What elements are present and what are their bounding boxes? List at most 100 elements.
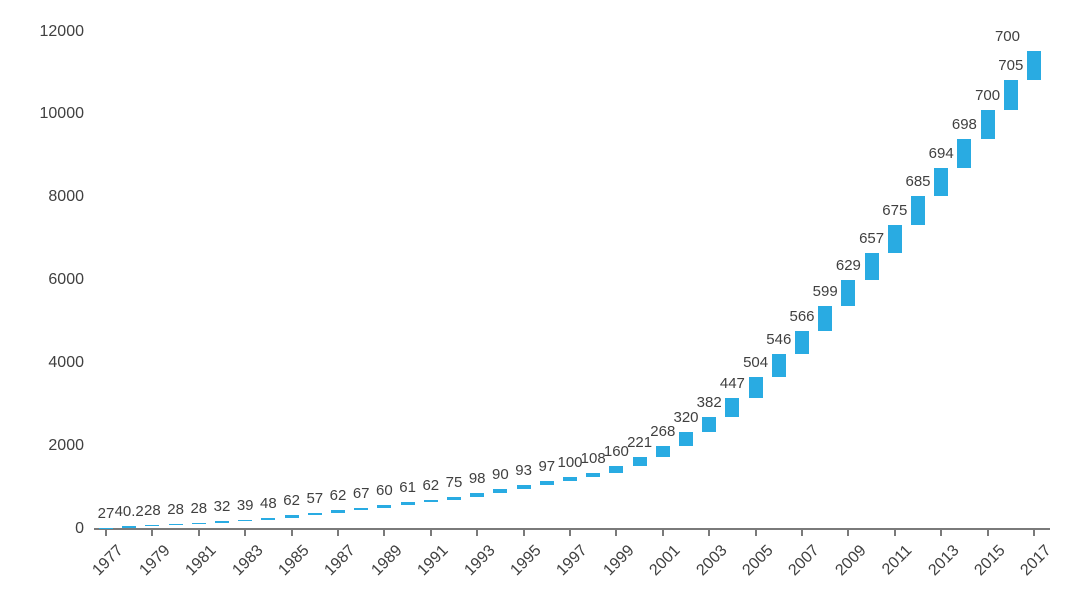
y-axis-tick-label: 6000: [48, 271, 84, 289]
bar-value-label: 566: [789, 307, 815, 325]
bar-value-label: 100: [557, 454, 583, 471]
waterfall-bar: [447, 496, 461, 500]
bar-value-label: 685: [905, 173, 931, 191]
x-axis-tick: [801, 530, 803, 536]
bar-value-label: 108: [580, 449, 606, 467]
x-axis-tick-label: 1991: [414, 542, 452, 580]
waterfall-bar: [934, 167, 949, 197]
x-axis-tick: [569, 530, 571, 536]
x-axis-line: [94, 528, 1050, 530]
bar-value-label: 700: [975, 86, 1001, 104]
bar-value-label: 698: [951, 115, 977, 133]
bar-value-label: 705: [998, 57, 1024, 75]
waterfall-bar: [331, 510, 345, 513]
bar-value-label: 546: [766, 331, 792, 349]
waterfall-bar: [354, 507, 369, 511]
bar-value-label: 62: [329, 487, 347, 505]
x-axis-tick: [522, 530, 525, 536]
y-axis-tick-label: 8000: [48, 188, 84, 206]
waterfall-bar: [725, 397, 740, 417]
waterfall-bar: [377, 505, 392, 508]
waterfall-bar: [563, 477, 577, 482]
x-axis-tick: [708, 530, 711, 536]
waterfall-bar: [400, 502, 415, 505]
waterfall-bar: [516, 485, 531, 489]
bar-value-label: 93: [515, 462, 532, 480]
waterfall-bar: [609, 465, 624, 473]
waterfall-bar: [122, 526, 137, 528]
x-axis-tick-label: 1993: [461, 542, 499, 580]
bar-value-label: 657: [859, 229, 885, 247]
y-axis-tick-label: 2000: [48, 437, 84, 455]
x-axis-tick: [476, 530, 479, 536]
y-axis-tick-label: 10000: [39, 105, 85, 123]
x-axis-tick-label: 2015: [971, 542, 1009, 580]
waterfall-bar: [215, 521, 229, 523]
bar-value-label: 28: [167, 500, 184, 518]
x-axis-tick-label: 2007: [785, 542, 824, 580]
x-axis-tick: [429, 530, 432, 536]
waterfall-bar: [679, 432, 693, 446]
bar-value-label: 700: [994, 28, 1020, 46]
x-axis-tick: [151, 530, 154, 536]
x-axis-tick-label: 2011: [879, 542, 916, 579]
x-axis-tick: [337, 530, 339, 536]
bar-value-label: 32: [213, 498, 231, 516]
waterfall-bar: [470, 492, 485, 497]
waterfall-bar: [795, 330, 809, 355]
waterfall-bar: [191, 522, 206, 524]
x-axis-tick-label: 1979: [136, 542, 174, 580]
bar-value-label: 160: [603, 442, 629, 460]
waterfall-bar: [632, 456, 647, 466]
bar-value-label: 61: [399, 479, 416, 497]
bar-value-label: 504: [743, 354, 769, 372]
waterfall-bar: [748, 377, 763, 398]
waterfall-bar: [168, 523, 183, 526]
x-axis-tick-label: 1987: [321, 542, 360, 580]
waterfall-bar: [771, 354, 786, 378]
bar-value-label: 382: [696, 393, 722, 411]
waterfall-bar: [887, 224, 902, 253]
bar-value-label: 57: [306, 489, 324, 507]
x-axis-tick: [986, 530, 989, 536]
bar-value-label: 67: [352, 484, 370, 502]
bar-value-label: 48: [260, 494, 277, 512]
x-axis-tick-label: 2009: [832, 542, 870, 580]
waterfall-bar: [655, 445, 670, 457]
waterfall-bar: [1027, 51, 1041, 81]
x-axis-tick-label: 1983: [229, 542, 267, 580]
bar-value-label: 28: [144, 502, 161, 520]
waterfall-bar: [238, 519, 253, 522]
y-axis-tick-label: 0: [75, 520, 84, 537]
x-axis-tick-label: 1977: [89, 542, 128, 580]
x-axis-tick-label: 2003: [693, 542, 731, 580]
bar-value-label: 90: [492, 466, 509, 484]
bar-value-label: 27: [97, 504, 115, 522]
waterfall-bar: [911, 196, 925, 225]
x-axis-tick-label: 2005: [739, 542, 777, 580]
waterfall-bar: [864, 252, 879, 281]
x-axis-tick: [615, 530, 618, 536]
bar-value-label: 694: [928, 144, 954, 162]
waterfall-bar: [957, 138, 972, 168]
waterfall-bar: [1003, 80, 1018, 110]
bar-value-label: 75: [445, 473, 463, 491]
bar-value-label: 320: [673, 409, 699, 427]
waterfall-bar: [493, 489, 508, 493]
bar-value-label: 97: [538, 458, 556, 476]
bar-value-label: 40.2: [114, 503, 144, 521]
x-axis-tick: [105, 530, 107, 536]
bar-value-label: 221: [627, 433, 653, 451]
x-axis-tick: [197, 530, 200, 536]
x-axis-tick-label: 1995: [507, 542, 545, 580]
waterfall-bar: [284, 515, 299, 518]
x-axis-tick-label: 1985: [275, 542, 313, 580]
x-axis-tick: [290, 530, 293, 536]
x-axis-tick: [893, 530, 896, 536]
waterfall-bar: [818, 306, 833, 331]
bar-value-label: 629: [835, 257, 861, 275]
waterfall-bar: [586, 472, 601, 477]
x-axis-tick-label: 1981: [182, 542, 220, 580]
bar-value-label: 98: [468, 469, 486, 487]
